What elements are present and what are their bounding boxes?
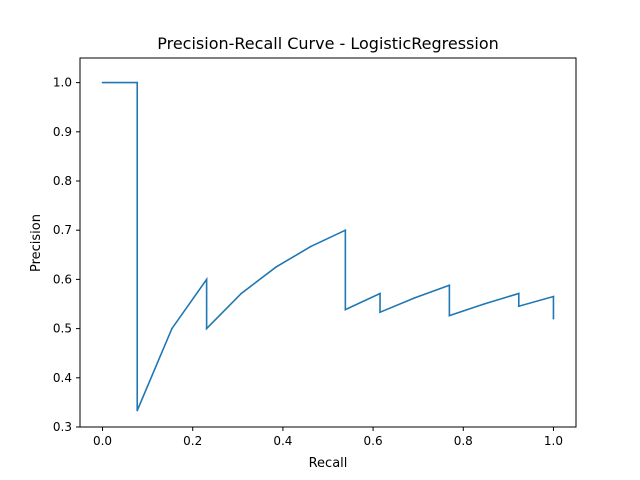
curve-point [136, 81, 139, 84]
y-tick-label: 0.3 [53, 420, 72, 434]
curve-point [240, 292, 243, 295]
y-axis-label: Precision [29, 214, 44, 272]
curve-point [205, 327, 208, 330]
curve-point [136, 409, 139, 412]
y-tick-label: 0.8 [53, 174, 72, 188]
precision-recall-line [102, 81, 555, 411]
x-tick-label: 0.6 [364, 434, 383, 448]
x-tick-label: 1.0 [544, 434, 563, 448]
curve-point [379, 292, 381, 295]
x-tick-label: 0.4 [273, 434, 292, 448]
x-tick-label: 0.0 [93, 434, 112, 448]
x-tick-label: 0.8 [454, 434, 473, 448]
y-tick-label: 0.5 [53, 322, 72, 336]
curve-point [101, 81, 104, 84]
series-layer [101, 81, 555, 412]
y-tick-label: 0.4 [53, 371, 72, 385]
curve-point [344, 308, 347, 311]
y-tick-label: 0.9 [53, 125, 72, 139]
y-tick-label: 1.0 [53, 76, 72, 90]
curve-point [171, 327, 173, 330]
curve-point [275, 266, 277, 268]
curve-point [448, 314, 451, 317]
curve-point [344, 229, 347, 231]
chart-title: Precision-Recall Curve - LogisticRegress… [157, 34, 499, 53]
curve-point [483, 303, 485, 305]
curve-point [448, 284, 451, 287]
plot-area-frame [79, 57, 577, 428]
x-axis-label: Recall [309, 456, 348, 471]
curve-point [309, 245, 312, 248]
curve-point [517, 292, 520, 295]
x-axis-ticks: 0.0 0.2 0.4 0.6 0.8 1.0 [93, 427, 563, 448]
y-tick-label: 0.7 [53, 223, 72, 237]
curve-point [413, 297, 416, 299]
x-tick-label: 0.2 [183, 434, 202, 448]
y-axis-ticks: 0.3 0.4 0.5 0.6 0.7 0.8 0.9 1.0 [53, 76, 80, 434]
curve-point [552, 317, 555, 320]
curve-point [205, 278, 208, 281]
curve-point [552, 295, 555, 298]
y-tick-label: 0.6 [53, 272, 72, 286]
curve-point [379, 311, 381, 314]
curve-point [517, 305, 520, 308]
